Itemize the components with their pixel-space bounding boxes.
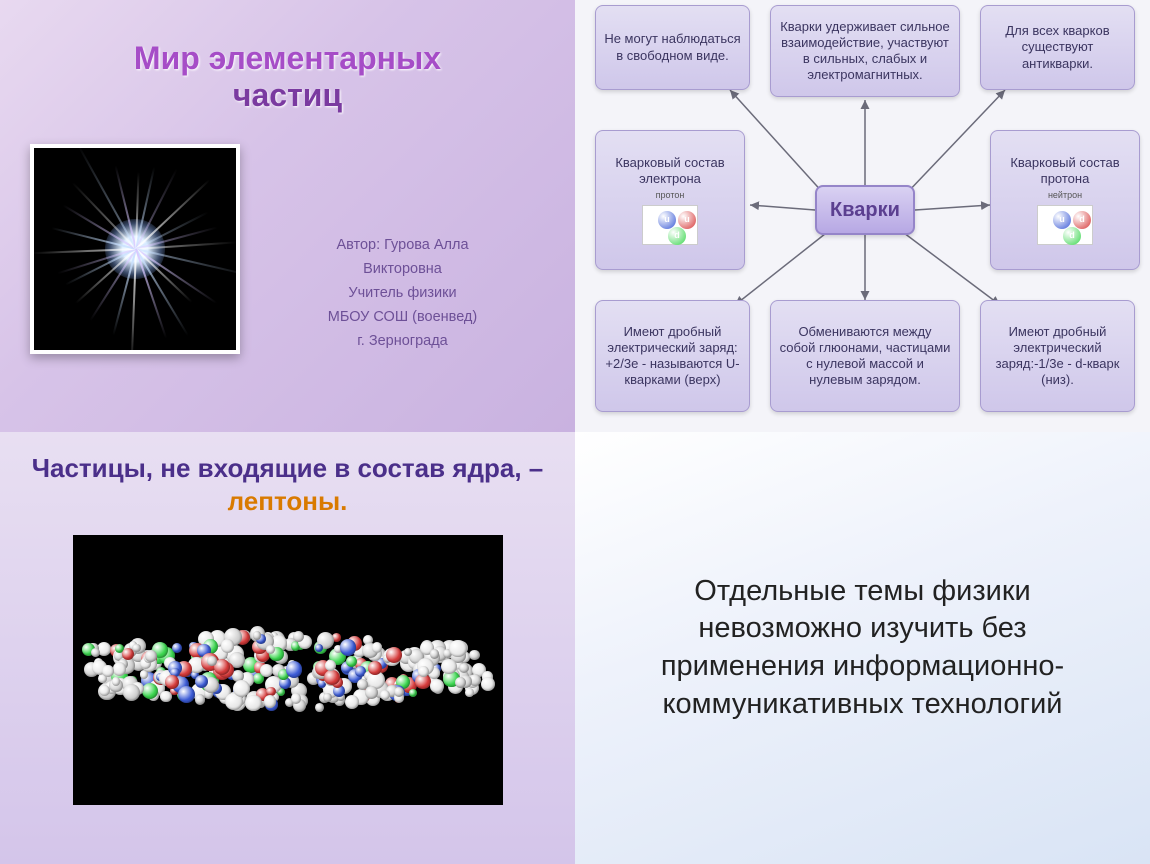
- cluster-sphere: [178, 686, 195, 703]
- cluster-sphere: [325, 660, 336, 671]
- cluster-sphere: [112, 677, 120, 685]
- mindmap-node-text: Кварковый состав электрона: [604, 155, 736, 188]
- mindmap-node-text: Не могут наблюдаться в свободном виде.: [604, 31, 741, 64]
- quark-icon: d: [668, 227, 686, 245]
- leptons-heading-part2: лептоны.: [228, 486, 348, 516]
- cluster-sphere: [481, 677, 495, 691]
- author-line: Автор: Гурова Алла: [260, 234, 545, 258]
- leptons-heading-part1: Частицы, не входящие в состав ядра, –: [32, 453, 544, 483]
- mindmap-node: Кварковый состав электрона протон uud: [595, 130, 745, 270]
- quark-mindmap: Кварки Не могут наблюдаться в свободном в…: [575, 0, 1150, 432]
- statement-slide: Отдельные темы физики невозможно изучить…: [575, 432, 1150, 864]
- cluster-sphere: [386, 647, 402, 663]
- author-line: МБОУ СОШ (военвед): [260, 306, 545, 330]
- cluster-sphere: [404, 648, 412, 656]
- leptons-heading: Частицы, не входящие в состав ядра, – ле…: [25, 452, 550, 517]
- composite-label: нейтрон: [1048, 190, 1082, 201]
- mindmap-node: Кварковый состав протона нейтрон udd: [990, 130, 1140, 270]
- cluster-sphere: [368, 661, 382, 675]
- cluster-sphere: [430, 649, 439, 658]
- mindmap-node: Имеют дробный электрический заряд:-1/3e …: [980, 300, 1135, 412]
- cluster-sphere: [123, 684, 140, 701]
- composite-label: протон: [656, 190, 685, 201]
- cluster-sphere: [172, 643, 182, 653]
- cluster-sphere: [113, 662, 127, 676]
- mindmap-node-text: Для всех кварков существуют антикварки.: [989, 23, 1126, 72]
- cluster-sphere: [165, 675, 178, 688]
- particle-cluster-illustration: [73, 535, 503, 805]
- cluster-sphere: [315, 703, 324, 712]
- mindmap-node: Не могут наблюдаться в свободном виде.: [595, 5, 750, 90]
- mindmap-node-text: Имеют дробный электрический заряд:-1/3e …: [989, 324, 1126, 389]
- cluster-sphere: [264, 695, 277, 708]
- quark-icon: d: [1063, 227, 1081, 245]
- composite-icon: udd: [1037, 205, 1093, 245]
- author-line: Викторовна: [260, 258, 545, 282]
- title-body: Автор: Гурова АллаВикторовнаУчитель физи…: [30, 144, 545, 354]
- title-slide: Мир элементарных частиц Автор: Гурова Ал…: [0, 0, 575, 432]
- mindmap-node-text: Кварковый состав протона: [999, 155, 1131, 188]
- cluster-sphere: [245, 695, 261, 711]
- cluster-sphere: [315, 644, 323, 652]
- cluster-sphere: [207, 656, 217, 666]
- sparkle-illustration: [30, 144, 240, 354]
- cluster-sphere: [195, 694, 206, 705]
- quark-icon: d: [1073, 211, 1091, 229]
- cluster-sphere: [465, 688, 474, 697]
- cluster-sphere: [345, 695, 359, 709]
- cluster-sphere: [99, 685, 110, 696]
- mindmap-center-node: Кварки: [815, 185, 915, 235]
- cluster-sphere: [291, 693, 302, 704]
- mindmap-node-text: Кварки удерживает сильное взаимодействие…: [779, 19, 951, 84]
- cluster-sphere: [409, 689, 417, 697]
- cluster-sphere: [340, 639, 356, 655]
- cluster-sphere: [286, 661, 303, 678]
- composite-icon: uud: [642, 205, 698, 245]
- cluster-sphere: [145, 650, 157, 662]
- mindmap-node: Обмениваются между собой глюонами, части…: [770, 300, 960, 412]
- title-line-2: частиц: [233, 77, 342, 113]
- cluster-sphere: [160, 691, 171, 702]
- mindmap-node: Кварки удерживает сильное взаимодействие…: [770, 5, 960, 97]
- statement-text: Отдельные темы физики невозможно изучить…: [625, 573, 1100, 724]
- cluster-sphere: [441, 659, 457, 675]
- cluster-sphere: [91, 648, 100, 657]
- mindmap-node: Для всех кварков существуют антикварки.: [980, 5, 1135, 90]
- mindmap-node-text: Обмениваются между собой глюонами, части…: [779, 324, 951, 389]
- author-line: г. Зернограда: [260, 330, 545, 354]
- quark-icon: u: [1053, 211, 1071, 229]
- author-line: Учитель физики: [260, 282, 545, 306]
- mindmap-node: Имеют дробный электрический заряд: +2/3e…: [595, 300, 750, 412]
- cluster-sphere: [324, 670, 340, 686]
- main-title: Мир элементарных частиц: [30, 40, 545, 114]
- cluster-sphere: [430, 679, 444, 693]
- author-block: Автор: Гурова АллаВикторовнаУчитель физи…: [260, 234, 545, 354]
- quark-icon: u: [658, 211, 676, 229]
- title-line-1: Мир элементарных: [134, 40, 441, 76]
- quark-icon: u: [678, 211, 696, 229]
- cluster-sphere: [132, 644, 141, 653]
- cluster-sphere: [253, 631, 261, 639]
- mindmap-node-text: Имеют дробный электрический заряд: +2/3e…: [604, 324, 741, 389]
- leptons-slide: Частицы, не входящие в состав ядра, – ле…: [0, 432, 575, 864]
- cluster-sphere: [469, 650, 479, 660]
- cluster-sphere: [221, 639, 234, 652]
